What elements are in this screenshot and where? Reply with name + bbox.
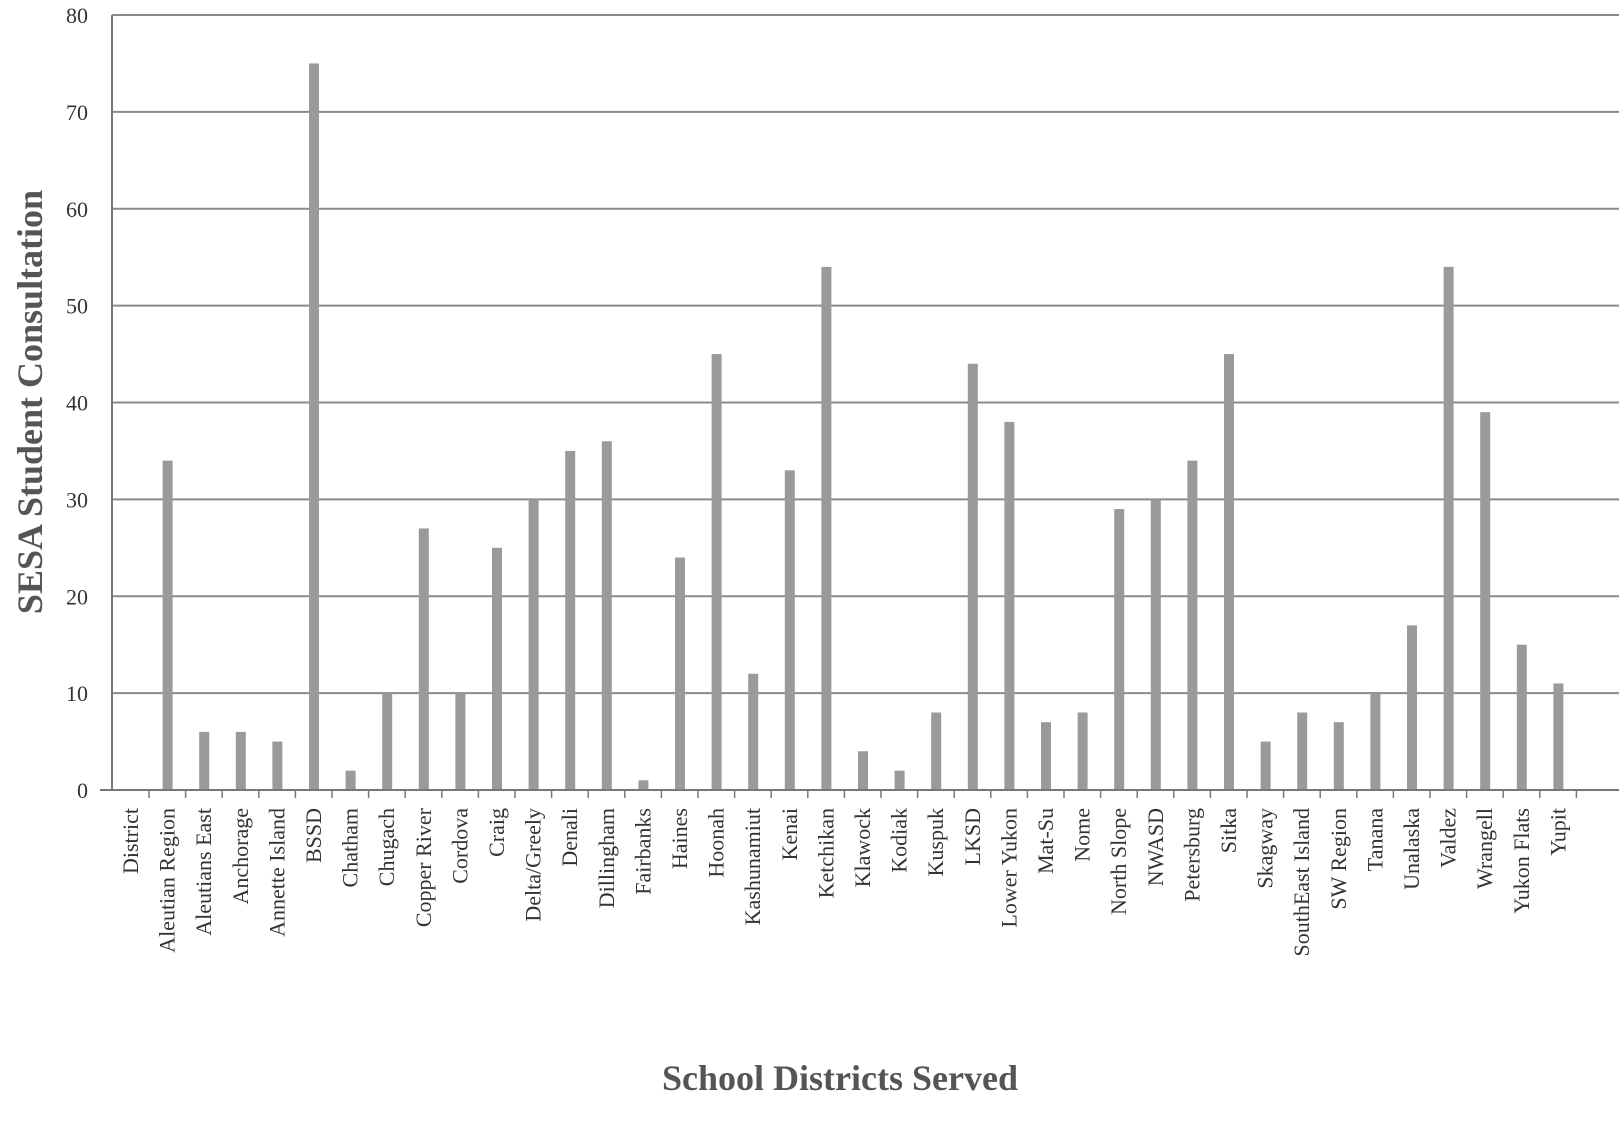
bar	[528, 499, 539, 790]
y-tick-label: 30	[66, 487, 88, 512]
bar	[748, 673, 759, 790]
x-tick-label: Fairbanks	[630, 808, 655, 895]
bar	[784, 470, 795, 790]
x-tick-label: Petersburg	[1179, 808, 1204, 902]
bar	[1224, 354, 1234, 790]
x-tick-label: Copper River	[411, 807, 436, 927]
bar	[1333, 722, 1344, 790]
x-tick-label: BSSD	[301, 808, 326, 863]
bar	[1443, 266, 1454, 790]
bar	[1553, 683, 1564, 790]
bar	[967, 363, 978, 790]
x-tick-label: LKSD	[960, 808, 985, 865]
bar	[199, 731, 210, 790]
x-tick-label: Skagway	[1253, 808, 1278, 889]
bar	[931, 712, 942, 790]
bar	[455, 693, 466, 790]
x-tick-label: Sitka	[1216, 808, 1241, 853]
y-axis-tick-labels: 0 10 20 30 40 50 60 70 80	[66, 3, 88, 803]
bar	[1260, 741, 1271, 790]
x-tick-label: Ketchikan	[813, 808, 838, 898]
x-tick-label: Dillingham	[594, 808, 619, 908]
x-tick-label: North Slope	[1106, 808, 1131, 915]
x-tick-label: Wrangell	[1472, 808, 1497, 889]
x-tick-label: Denali	[557, 808, 582, 867]
y-tick-label: 60	[66, 197, 88, 222]
x-tick-label: Cordova	[447, 808, 472, 884]
bar	[1150, 499, 1161, 790]
x-tick-label: Yupit	[1545, 808, 1570, 856]
y-axis-title: SESA Student Consultation	[10, 190, 50, 614]
axes	[100, 15, 1619, 798]
x-tick-label: Aleutians East	[191, 808, 216, 936]
x-tick-label: Kenai	[777, 808, 802, 861]
bar	[1480, 412, 1491, 790]
x-tick-label: Annette Island	[264, 808, 289, 937]
bar	[272, 741, 283, 790]
y-tick-label: 70	[66, 100, 88, 125]
bar	[894, 770, 905, 790]
x-tick-label: Haines	[667, 808, 692, 869]
x-tick-label: Yukon Flats	[1509, 808, 1534, 914]
bar	[162, 460, 173, 790]
bar	[601, 441, 612, 790]
x-tick-label: Hoonah	[704, 808, 729, 878]
bar	[1297, 712, 1308, 790]
bar	[235, 731, 246, 790]
x-tick-label: Kuspuk	[923, 808, 948, 876]
bar	[309, 63, 319, 790]
y-tick-label: 50	[66, 294, 88, 319]
x-axis-tick-labels: District Aleutian Region Aleutians East Anc…	[118, 807, 1570, 956]
bar	[1187, 460, 1198, 790]
x-tick-label: SouthEast Island	[1289, 808, 1314, 957]
y-tick-label: 80	[66, 3, 88, 28]
bar	[821, 266, 832, 790]
y-tick-label: 0	[77, 778, 88, 803]
x-tick-label: Nome	[1070, 808, 1095, 862]
bar	[1004, 421, 1015, 790]
x-tick-label: Lower Yukon	[996, 808, 1021, 928]
bar	[1041, 722, 1051, 790]
y-tick-label: 40	[66, 391, 88, 416]
x-tick-label: Aleutian Region	[155, 808, 180, 953]
y-tick-label: 20	[66, 584, 88, 609]
x-axis-title: School Districts Served	[662, 1058, 1018, 1098]
bar	[565, 450, 576, 790]
bar	[675, 557, 685, 790]
x-tick-label: Chugach	[374, 808, 399, 886]
x-tick-label: Craig	[484, 808, 509, 857]
bar	[711, 354, 722, 790]
bars	[162, 63, 1564, 790]
x-tick-label: Tanana	[1362, 808, 1387, 871]
x-tick-label: Klawock	[850, 808, 875, 887]
bar	[1077, 712, 1088, 790]
bar	[638, 780, 649, 790]
x-tick-label: Kodiak	[887, 808, 912, 873]
x-tick-label: District	[118, 808, 143, 874]
bar	[492, 547, 502, 790]
bar	[1516, 644, 1527, 790]
x-tick-label: Anchorage	[228, 808, 253, 905]
x-tick-label: Valdez	[1436, 808, 1461, 868]
gridlines	[112, 14, 1619, 695]
bar	[1114, 509, 1125, 790]
x-tick-label: Chatham	[338, 808, 363, 887]
x-tick-label: Delta/Greely	[521, 808, 546, 922]
x-tick-label: Unalaska	[1399, 808, 1424, 890]
x-tick-label: NWASD	[1143, 808, 1168, 886]
bar	[1370, 693, 1381, 790]
bar	[418, 528, 429, 790]
bar	[345, 770, 356, 790]
bar	[858, 751, 868, 790]
bar	[1407, 625, 1417, 790]
x-tick-label: Mat-Su	[1033, 808, 1058, 874]
bar	[382, 693, 393, 790]
x-tick-label: SW Region	[1326, 808, 1351, 910]
y-tick-label: 10	[66, 681, 88, 706]
x-tick-label: Kashunamiut	[740, 808, 765, 925]
